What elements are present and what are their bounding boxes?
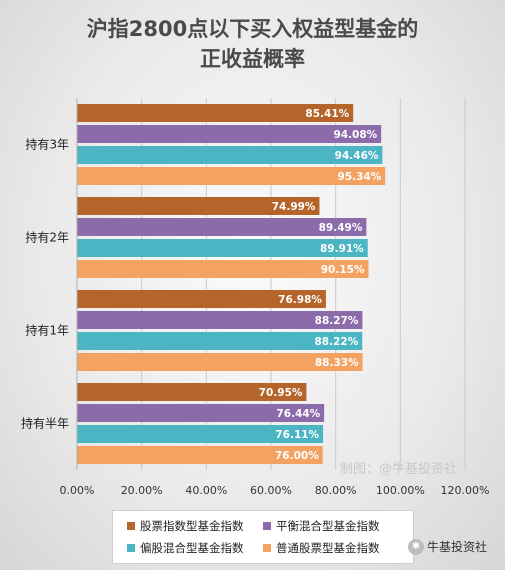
legend-swatch	[263, 544, 271, 552]
chart-title: 沪指2800点以下买入权益型基金的 正收益概率	[0, 14, 505, 74]
data-label: 76.44%	[276, 408, 320, 420]
data-label: 88.22%	[315, 336, 359, 348]
legend-item: 偏股混合型基金指数	[127, 540, 244, 556]
legend-swatch	[127, 544, 135, 552]
data-label: 76.98%	[278, 294, 322, 306]
bar	[77, 446, 323, 464]
data-label: 89.49%	[319, 222, 363, 234]
brand-text: 牛基投资社	[427, 540, 488, 554]
legend: 股票指数型基金指数 平衡混合型基金指数偏股混合型基金指数 普通股票型基金指数	[112, 510, 414, 564]
bar	[77, 167, 386, 185]
bar	[77, 404, 325, 422]
legend-item: 股票指数型基金指数	[127, 518, 244, 534]
data-label: 89.91%	[320, 243, 364, 255]
data-label: 94.46%	[335, 150, 379, 162]
bar	[77, 125, 382, 143]
x-tick-label: 80.00%	[315, 484, 357, 497]
legend-label: 平衡混合型基金指数	[276, 519, 380, 533]
bar	[77, 425, 324, 443]
data-label: 90.15%	[321, 264, 365, 276]
legend-swatch	[127, 522, 135, 530]
x-tick-label: 20.00%	[121, 484, 163, 497]
wechat-icon: ✱	[408, 538, 424, 555]
bar	[77, 353, 363, 371]
x-tick-label: 120.00%	[441, 484, 490, 497]
legend-label: 偏股混合型基金指数	[140, 541, 244, 555]
bar	[77, 311, 363, 329]
x-tick-label: 40.00%	[185, 484, 227, 497]
data-label: 88.33%	[315, 357, 359, 369]
category-label: 持有3年	[25, 137, 69, 152]
bar	[77, 332, 363, 350]
bar	[77, 104, 354, 122]
data-label: 70.95%	[259, 387, 303, 399]
chart-title-line-1: 沪指2800点以下买入权益型基金的	[86, 17, 419, 41]
x-tick-label: 60.00%	[250, 484, 292, 497]
data-label: 85.41%	[305, 108, 349, 120]
bar	[77, 239, 368, 257]
data-label: 74.99%	[272, 201, 316, 213]
x-tick-label: 0.00%	[60, 484, 95, 497]
category-label: 持有1年	[25, 323, 69, 338]
bar	[77, 218, 367, 236]
bar	[77, 383, 307, 401]
x-tick-label: 100.00%	[376, 484, 425, 497]
legend-swatch	[263, 522, 271, 530]
data-label: 95.34%	[338, 171, 382, 183]
data-label: 88.27%	[315, 315, 359, 327]
legend-item: 平衡混合型基金指数	[263, 518, 380, 534]
bar	[77, 197, 320, 215]
data-label: 94.08%	[333, 129, 377, 141]
category-label: 持有2年	[25, 230, 69, 245]
legend-label: 股票指数型基金指数	[140, 519, 244, 533]
watermark: 制图：@牛基投资社	[340, 462, 458, 477]
legend-label: 普通股票型基金指数	[276, 541, 380, 555]
bar	[77, 290, 326, 308]
bar	[77, 146, 383, 164]
bar	[77, 260, 369, 278]
brand-logo: ✱ 牛基投资社	[408, 538, 487, 555]
data-label: 76.11%	[275, 429, 319, 441]
category-label: 持有半年	[21, 416, 69, 431]
data-label: 76.00%	[275, 450, 319, 462]
chart-title-line-2: 正收益概率	[200, 47, 305, 71]
legend-item: 普通股票型基金指数	[263, 540, 380, 556]
